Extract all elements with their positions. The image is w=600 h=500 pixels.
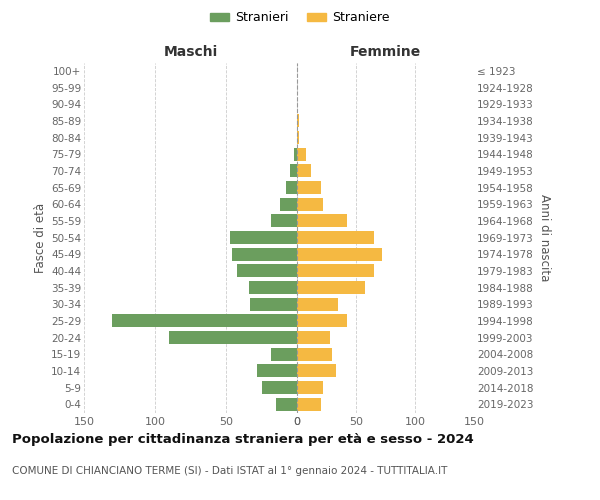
Text: Popolazione per cittadinanza straniera per età e sesso - 2024: Popolazione per cittadinanza straniera p… — [12, 432, 474, 446]
Bar — [297, 281, 365, 294]
Bar — [257, 364, 297, 378]
Bar — [297, 181, 320, 194]
Bar — [290, 164, 297, 177]
Bar — [280, 198, 297, 210]
Bar — [297, 348, 332, 360]
Title: Femmine: Femmine — [350, 44, 421, 59]
Bar — [297, 114, 299, 128]
Bar — [249, 281, 297, 294]
Bar — [297, 214, 347, 228]
Bar — [297, 298, 338, 310]
Bar — [232, 248, 297, 260]
Bar — [297, 364, 336, 378]
Bar — [297, 264, 374, 278]
Bar — [112, 314, 297, 328]
Bar — [297, 148, 307, 160]
Bar — [297, 248, 382, 260]
Bar — [276, 398, 297, 410]
Bar — [297, 381, 323, 394]
Bar — [297, 131, 299, 144]
Y-axis label: Fasce di età: Fasce di età — [34, 202, 47, 272]
Bar — [297, 331, 330, 344]
Bar — [297, 398, 320, 410]
Legend: Stranieri, Straniere: Stranieri, Straniere — [205, 6, 395, 29]
Bar — [297, 231, 374, 244]
Bar — [271, 214, 297, 228]
Bar — [169, 331, 297, 344]
Title: Maschi: Maschi — [163, 44, 218, 59]
Bar — [250, 298, 297, 310]
Bar — [238, 264, 297, 278]
Bar — [271, 348, 297, 360]
Y-axis label: Anni di nascita: Anni di nascita — [538, 194, 551, 281]
Bar — [297, 314, 347, 328]
Bar — [230, 231, 297, 244]
Bar — [286, 181, 297, 194]
Bar — [262, 381, 297, 394]
Text: COMUNE DI CHIANCIANO TERME (SI) - Dati ISTAT al 1° gennaio 2024 - TUTTITALIA.IT: COMUNE DI CHIANCIANO TERME (SI) - Dati I… — [12, 466, 448, 476]
Bar — [297, 198, 323, 210]
Bar — [294, 148, 297, 160]
Bar — [297, 164, 311, 177]
